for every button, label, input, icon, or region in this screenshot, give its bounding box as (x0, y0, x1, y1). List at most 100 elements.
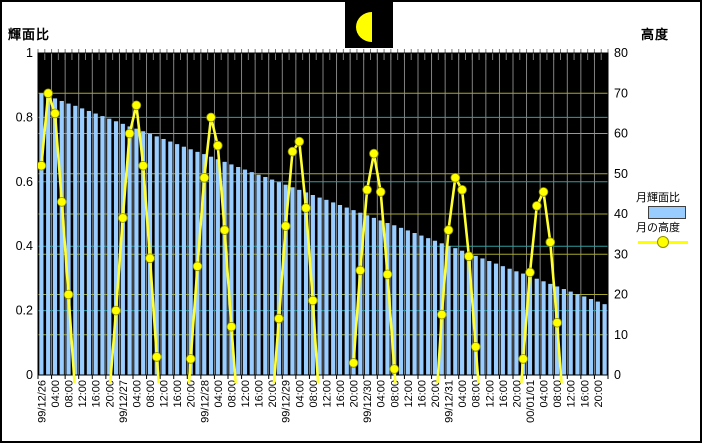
illumination-bar (66, 103, 71, 375)
x-tick-label: 04:00 (131, 380, 143, 408)
illumination-bar (344, 207, 349, 375)
altitude-point (213, 140, 223, 151)
illumination-bar (161, 138, 166, 375)
illumination-bar (297, 189, 302, 375)
right-tick-label: 0 (614, 368, 621, 382)
illumination-bar (127, 126, 132, 375)
illumination-bar (595, 301, 600, 375)
altitude-point (552, 317, 562, 328)
altitude-line (520, 190, 563, 383)
illumination-bar (52, 98, 58, 375)
x-tick-label: 00/01/01 (525, 380, 537, 423)
altitude-point (206, 112, 216, 123)
x-tick-label: 12:00 (159, 380, 171, 408)
altitude-point (50, 108, 60, 119)
x-tick-label: 08:00 (308, 380, 320, 408)
illumination-bar (575, 294, 580, 375)
altitude-point (531, 201, 542, 211)
illumination-bar (303, 192, 309, 375)
illumination-bar (222, 161, 227, 375)
x-tick-label: 08:00 (145, 380, 157, 408)
illumination-bar (270, 179, 275, 375)
altitude-point (63, 289, 74, 300)
altitude-point (518, 354, 528, 364)
x-tick-label: 16:00 (254, 380, 266, 408)
x-tick-label: 04:00 (294, 380, 306, 408)
legend-label-altitude: 月の高度 (636, 222, 680, 234)
illumination-bar (398, 227, 404, 375)
x-tick-label: 08:00 (471, 380, 483, 408)
x-tick-label: 12:00 (321, 380, 333, 408)
illumination-bar (534, 278, 539, 375)
illumination-bar (202, 154, 207, 375)
moon-phase-icon (345, 2, 393, 48)
illumination-bar (548, 283, 553, 375)
illumination-bar (120, 123, 125, 375)
x-tick-label: 08:00 (552, 380, 564, 408)
altitude-point (545, 237, 556, 248)
illumination-bar (527, 276, 533, 375)
illumination-bar (392, 225, 397, 375)
illumination-bar (582, 296, 587, 375)
illumination-bar (39, 93, 44, 375)
illumination-bar (487, 261, 492, 375)
illumination-bar (588, 299, 594, 375)
illumination-bar (73, 105, 78, 376)
illumination-bar (331, 202, 336, 375)
altitude-point (457, 185, 467, 195)
illumination-bar (412, 232, 417, 375)
legend-item-altitude: 月の高度 (636, 222, 700, 248)
illumination-bar (168, 141, 173, 375)
illumination-bar (521, 273, 526, 375)
illumination-bar (507, 268, 512, 375)
altitude-line (272, 140, 320, 383)
x-tick-label: 99/12/28 (199, 380, 211, 423)
left-tick-label: 0.8 (16, 110, 33, 124)
illumination-bar (351, 210, 356, 375)
x-tick-label: 04:00 (213, 380, 225, 408)
illumination-bar (229, 164, 234, 375)
altitude-point (348, 358, 359, 368)
altitude-point (199, 173, 210, 183)
left-tick-label: 0 (26, 368, 33, 382)
x-tick-label: 16:00 (172, 380, 184, 408)
altitude-point (362, 185, 372, 195)
illumination-bar (419, 235, 424, 375)
x-tick-label: 99/12/26 (36, 380, 48, 423)
left-tick-label: 0.6 (16, 175, 33, 189)
illumination-bar (249, 172, 254, 375)
altitude-point (538, 187, 549, 197)
left-tick-label: 0.2 (16, 304, 33, 318)
x-tick-label: 20:00 (511, 380, 523, 408)
illumination-bar (317, 197, 322, 375)
legend-item-illumination: 月輝面比 (636, 192, 700, 219)
illumination-bar (432, 240, 438, 375)
altitude-point (56, 197, 67, 207)
illumination-bar (46, 95, 51, 376)
altitude-point (152, 352, 162, 362)
x-tick-label: 16:00 (416, 380, 428, 408)
illumination-bar (86, 110, 91, 376)
altitude-point (301, 203, 311, 213)
left-tick-label: 1 (26, 46, 33, 60)
illumination-bar (453, 248, 458, 375)
illumination-bar (371, 217, 376, 375)
illumination-bar (93, 113, 98, 375)
x-tick-label: 99/12/29 (281, 380, 293, 423)
altitude-point (111, 305, 121, 316)
altitude-point (389, 364, 400, 374)
altitude-line (352, 152, 397, 383)
illumination-bar (107, 118, 112, 376)
right-tick-label: 10 (614, 328, 628, 342)
bar-swatch-icon (648, 206, 686, 219)
illumination-bar (59, 100, 64, 375)
illumination-bar (324, 199, 329, 375)
altitude-point (436, 309, 447, 320)
x-tick-label: 16:00 (91, 380, 103, 408)
right-tick-label: 70 (614, 86, 628, 100)
right-tick-label: 20 (614, 288, 628, 302)
right-tick-label: 80 (614, 46, 628, 60)
illumination-bar (514, 271, 519, 375)
right-tick-label: 50 (614, 167, 628, 181)
